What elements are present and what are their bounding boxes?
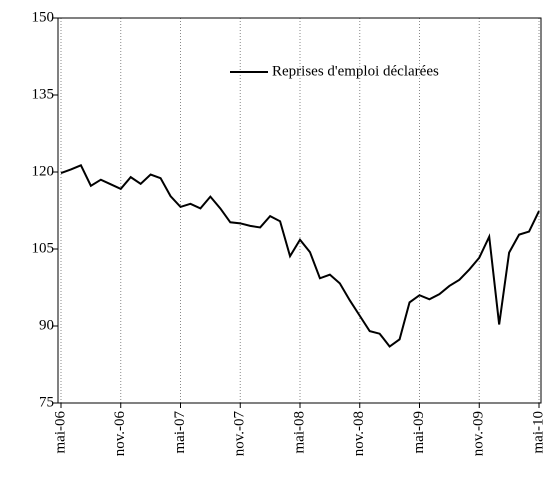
x-tick-label: mai-07: [172, 411, 188, 454]
x-tick-label: mai-06: [52, 411, 68, 454]
plot-frame: [57, 17, 542, 404]
x-tick-label: mai-09: [411, 411, 427, 454]
y-tick-label: 135: [32, 86, 55, 102]
line-series: [60, 164, 540, 348]
y-tick-label: 150: [32, 9, 55, 25]
x-tick-label: nov.-06: [112, 411, 128, 457]
y-tick-label: 120: [32, 163, 55, 179]
legend-label: Reprises d'emploi déclarées: [272, 63, 439, 79]
y-tick-label: 75: [39, 394, 54, 410]
x-tick-label: mai-08: [291, 411, 307, 454]
x-tick-label: mai-10: [530, 411, 546, 454]
x-tick-label: nov.-07: [232, 411, 248, 457]
y-tick-label: 105: [32, 240, 55, 256]
x-tick-label: nov.-09: [471, 411, 487, 456]
y-tick-label: 90: [39, 317, 54, 333]
x-tick-label: nov.-08: [351, 411, 367, 456]
